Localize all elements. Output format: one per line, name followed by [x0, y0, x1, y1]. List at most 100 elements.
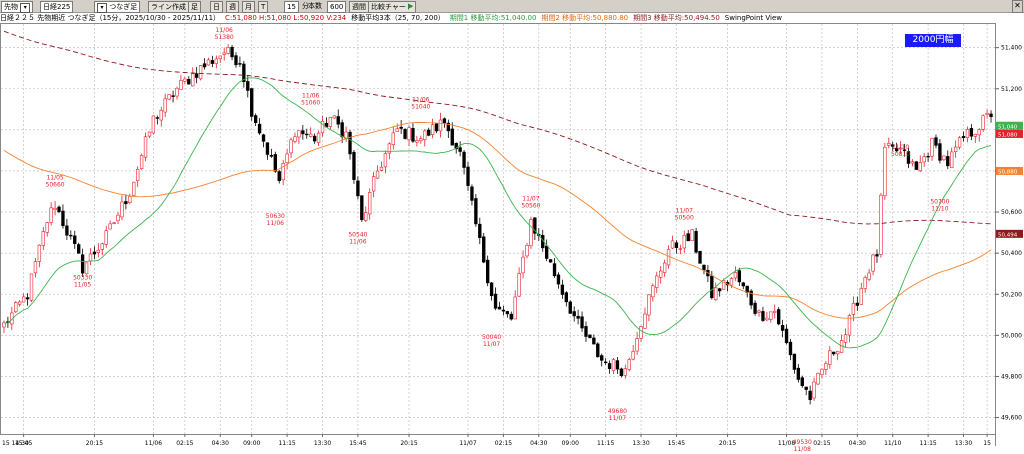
candle — [371, 176, 376, 192]
y-tick-label: 50,000 — [1001, 332, 1022, 339]
candle — [780, 325, 785, 331]
candle — [969, 128, 974, 137]
swing-low-price: 50700 — [930, 199, 949, 206]
candle — [434, 123, 439, 132]
candle — [501, 309, 506, 312]
candle — [894, 147, 899, 152]
candle — [619, 368, 624, 376]
y-tick-label: 50,600 — [1001, 209, 1022, 216]
interval-unit: 分 — [302, 1, 309, 11]
candle — [761, 311, 765, 321]
candle — [698, 250, 702, 264]
bar-label: 足 — [191, 3, 198, 11]
candle — [159, 109, 163, 121]
candle — [721, 280, 726, 290]
candle — [407, 127, 411, 141]
info-line: 日経２２５ 先物期近 つなぎ足（15分，2025/10/30 - 2025/11… — [0, 13, 1000, 23]
candle — [466, 166, 470, 186]
candle — [470, 186, 474, 201]
swing-high-price: 51380 — [215, 34, 234, 41]
candle — [482, 236, 486, 263]
swing-low-price: 50040 — [482, 334, 501, 341]
candle — [544, 245, 549, 259]
candle — [902, 149, 907, 151]
candle — [356, 180, 360, 197]
x-tick-label: 11:15 — [278, 440, 295, 447]
candle — [505, 311, 510, 315]
swing-high-date: 11/06 — [216, 27, 233, 34]
candle — [926, 155, 930, 158]
candle — [914, 161, 918, 170]
x-tick-label: 02:15 — [813, 440, 830, 447]
candle — [851, 303, 856, 315]
swing-high-price: 51060 — [301, 100, 320, 107]
monthly-button[interactable]: 月 — [242, 1, 255, 13]
compare-chart-button[interactable]: 比較チャート — [368, 1, 416, 13]
x-tick-label: 15:45 — [15, 440, 32, 447]
market-select-value: 先物 — [4, 3, 18, 11]
y-tick-label: 49,800 — [1001, 373, 1022, 380]
close-icon[interactable]: ✕ — [1012, 0, 1023, 13]
swing-view-label: SwingPoint View — [724, 14, 783, 22]
range-badge-label: 2000円幅 — [912, 35, 954, 45]
candle — [879, 194, 883, 255]
daily-button[interactable]: 日 — [210, 1, 223, 13]
candle — [584, 326, 588, 337]
count-input[interactable]: 600 — [327, 1, 347, 13]
candle — [45, 222, 49, 233]
candle — [942, 155, 946, 160]
candle — [714, 287, 718, 300]
ma1-readout: 期間1 移動平均:51,040.00 — [449, 14, 537, 22]
plot-area — [0, 23, 996, 435]
candle — [139, 155, 144, 169]
candle — [53, 207, 57, 211]
price-chart[interactable]: 51,40051,20051,00050,80050,60050,40050,2… — [0, 23, 1024, 454]
line-draw-button[interactable]: ライン作成 — [148, 1, 189, 13]
candle — [788, 341, 793, 356]
swing-high-date: 11/06 — [302, 93, 319, 100]
swing-high-price: 50810 — [891, 151, 910, 158]
candle — [226, 47, 230, 54]
candle — [655, 275, 659, 288]
market-select[interactable]: 先物 ▾ — [1, 1, 34, 13]
swing-low-date: 11/08 — [794, 446, 811, 453]
index-select[interactable]: 日経225 — [40, 1, 74, 13]
candle — [796, 367, 801, 380]
candle — [135, 169, 140, 182]
candle — [430, 124, 435, 135]
interval-spinner[interactable]: 15 — [284, 1, 299, 13]
chevron-down-icon[interactable]: ▾ — [20, 3, 31, 13]
candle — [718, 288, 722, 292]
candle — [773, 310, 777, 313]
candle — [513, 296, 517, 320]
chevron-down-icon[interactable]: ▾ — [97, 3, 107, 13]
x-tick-label: 20:15 — [86, 440, 103, 447]
candle — [187, 79, 191, 85]
candle — [155, 117, 160, 119]
swing-low-price: 50330 — [73, 275, 92, 282]
ma3-readout: 期間3 移動平均:50,494.50 — [633, 14, 720, 22]
mode-select[interactable]: ▾ つなぎ足 — [94, 1, 141, 13]
swing-high-price: 50660 — [46, 182, 65, 189]
weekly-button[interactable]: 週 — [226, 1, 239, 13]
candle — [167, 94, 171, 100]
candle — [576, 315, 580, 319]
candle — [741, 282, 745, 287]
candle — [411, 128, 415, 142]
candle — [84, 262, 89, 275]
bar-button[interactable]: 足 — [188, 1, 201, 13]
candle — [49, 207, 53, 223]
candle — [749, 290, 753, 306]
candle — [214, 58, 218, 65]
candle — [824, 363, 828, 370]
candle — [934, 137, 938, 146]
candle — [37, 244, 42, 262]
candle — [305, 133, 309, 136]
candle — [297, 130, 301, 138]
play-icon[interactable]: ▶ — [408, 2, 414, 10]
candle — [352, 151, 356, 180]
candle — [808, 390, 812, 401]
week-button[interactable]: 週間 — [349, 1, 369, 13]
candle — [454, 142, 458, 150]
tick-button[interactable]: T — [258, 1, 269, 13]
